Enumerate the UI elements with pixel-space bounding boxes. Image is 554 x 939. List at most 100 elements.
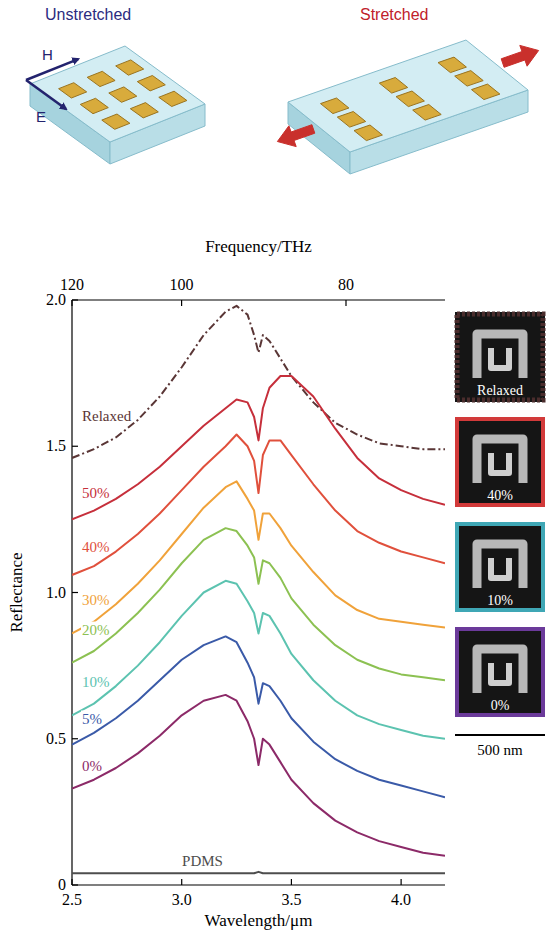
series-labels: Relaxed50%40%30%20%10%5%0%PDMS [81, 408, 223, 869]
series-line [72, 695, 445, 856]
sem-image: 10% [455, 522, 545, 612]
stretch-arrow [277, 125, 314, 147]
sem-inner-ring [491, 558, 509, 578]
sem-background [455, 522, 545, 612]
series-label: 0% [82, 758, 102, 774]
x-tick [71, 879, 72, 885]
x-tick [181, 879, 182, 885]
resonator [102, 114, 130, 129]
sem-image: Relaxed [455, 312, 545, 402]
x2-tick-label: 100 [170, 276, 194, 293]
series-line [72, 581, 445, 739]
sem-border [457, 629, 543, 715]
sem-outer-ring [477, 649, 523, 693]
series-label: 10% [82, 674, 110, 690]
y-tick [72, 446, 78, 447]
resonator [137, 76, 165, 91]
sem-border [457, 524, 543, 610]
series-line [72, 435, 445, 575]
y-tick-label: 1.5 [46, 437, 66, 454]
series-line [72, 528, 445, 680]
y-tick-label: 1.0 [46, 584, 66, 601]
x2-tick [345, 300, 346, 306]
sem-inner-ring [491, 348, 509, 368]
series-line [72, 376, 445, 519]
stretch-arrow [501, 45, 538, 67]
y-tick-label: 0.5 [46, 730, 66, 747]
sem-background [455, 627, 545, 717]
y-tick-label: 2.0 [46, 291, 66, 308]
schematic-title: Unstretched [45, 6, 131, 23]
resonator [87, 71, 115, 86]
x-tick [291, 879, 292, 885]
sem-border [457, 314, 543, 400]
y-tick [72, 884, 78, 885]
resonator [109, 87, 137, 102]
sem-image: 40% [455, 417, 545, 507]
series-lines [72, 306, 445, 873]
resonator [80, 98, 108, 113]
resonator [321, 98, 349, 114]
sem-outer-ring [477, 439, 523, 483]
resonator [337, 112, 365, 128]
x2-axis-title: Frequency/THz [205, 237, 312, 256]
x-tick [401, 879, 402, 885]
axes: 00.51.01.52.02.53.03.54.012010080Wavelen… [7, 237, 445, 930]
resonator [116, 60, 144, 75]
resonator [455, 71, 484, 87]
sem-border [457, 419, 543, 505]
sem-background [455, 417, 545, 507]
resonator [413, 105, 442, 121]
x-axis-line [72, 884, 445, 885]
x-tick-label: 3.5 [281, 891, 301, 908]
resonator [59, 83, 87, 98]
scale-bar [455, 734, 545, 736]
series-label: 20% [82, 622, 110, 638]
x2-axis-line [72, 299, 445, 300]
resonator [396, 91, 424, 107]
series-label: 30% [82, 592, 110, 608]
sem-background [455, 312, 545, 402]
unstretched-slab-top [30, 46, 205, 142]
sem-image: 0% [455, 627, 545, 717]
sem-inner-ring [491, 453, 509, 473]
series-line [72, 481, 445, 633]
y-tick [72, 738, 78, 739]
sem-outer-ring [477, 334, 523, 378]
y-tick [72, 299, 78, 300]
series-label: PDMS [182, 853, 223, 869]
sem-label: 10% [487, 593, 513, 608]
sem-outer-ring [477, 544, 523, 588]
y-axis-title: Reflectance [7, 552, 26, 632]
resonator [438, 57, 466, 73]
series-label: 5% [82, 711, 102, 727]
field-label: E [36, 108, 46, 125]
resonator [354, 125, 382, 141]
resonator [472, 84, 500, 100]
sem-label: 40% [487, 488, 513, 503]
series-label: Relaxed [82, 408, 132, 424]
x2-tick [71, 300, 72, 306]
resonator [130, 103, 158, 118]
x-tick-label: 3.0 [172, 891, 192, 908]
stretched-slab-top [288, 40, 528, 152]
x-tick-label: 2.5 [62, 891, 82, 908]
series-label: 40% [82, 539, 110, 555]
x2-tick-label: 80 [338, 276, 354, 293]
figure: UnstretchedStretchedHE00.51.01.52.02.53.… [0, 0, 554, 939]
sem-inner-ring [491, 663, 509, 683]
sem-label: 0% [491, 698, 510, 713]
e-field-arrow [26, 80, 66, 109]
x2-tick-label: 120 [60, 276, 84, 293]
x-axis-title: Wavelength/μm [205, 911, 313, 930]
field-label: H [42, 46, 53, 63]
series-line [72, 872, 445, 873]
series-line [72, 636, 445, 797]
scale-bar-label: 500 nm [477, 742, 523, 758]
x-tick-label: 4.0 [391, 891, 411, 908]
sem-label: Relaxed [477, 383, 523, 398]
schematic-title: Stretched [360, 6, 428, 23]
y-tick [72, 592, 78, 593]
resonator [159, 91, 187, 106]
resonator [379, 78, 407, 94]
